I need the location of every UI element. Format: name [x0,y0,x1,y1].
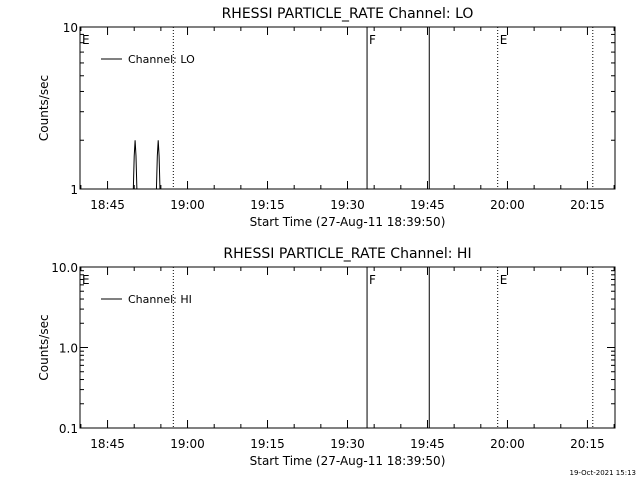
y-tick-label: 1 [70,183,78,197]
y-tick-label: 1.0 [59,342,78,356]
y-axis-label: Counts/sec [37,75,51,141]
event-marker-label-f: F [369,273,376,287]
footer-timestamp: 19-Oct-2021 15:13 [570,469,636,477]
x-tick-label: 19:15 [250,198,285,212]
x-tick-label: 20:15 [570,198,605,212]
y-axis-label: Counts/sec [37,314,51,380]
event-marker-label-e: E [500,273,508,287]
x-tick-label: 19:45 [410,198,445,212]
plot-frame [79,266,616,429]
x-tick-label: 19:30 [330,437,365,451]
event-marker-label-e: E [82,33,90,47]
y-tick-label: 10.0 [51,261,78,275]
chart-title: RHESSI PARTICLE_RATE Channel: HI [223,246,471,262]
plot-frame [79,26,616,190]
series-line-channel-lo [80,140,615,190]
x-tick-label: 19:15 [250,437,285,451]
y-tick-label: 0.1 [59,422,78,436]
x-tick-label: 19:00 [170,437,205,451]
legend-label-hi: Channel: HI [128,293,192,306]
x-axis-label: Start Time (27-Aug-11 18:39:50) [250,454,446,468]
x-tick-label: 18:45 [90,198,125,212]
chart-title: RHESSI PARTICLE_RATE Channel: LO [222,6,474,22]
chart-panel-lo: RHESSI PARTICLE_RATE Channel: LO Counts/s… [37,6,616,229]
chart-panel-hi: RHESSI PARTICLE_RATE Channel: HI Counts/s… [37,246,616,468]
x-tick-label: 20:15 [570,437,605,451]
x-tick-label: 19:00 [170,198,205,212]
x-tick-label: 20:00 [490,198,525,212]
x-tick-label: 19:45 [410,437,445,451]
y-tick-label: 10 [63,21,78,35]
event-marker-label-f: F [369,33,376,47]
x-tick-label: 20:00 [490,437,525,451]
legend-label-lo: Channel: LO [128,53,195,66]
event-marker-label-e: E [500,33,508,47]
x-axis-label: Start Time (27-Aug-11 18:39:50) [250,215,446,229]
x-tick-label: 19:30 [330,198,365,212]
x-tick-label: 18:45 [90,437,125,451]
event-marker-label-e: E [82,273,90,287]
